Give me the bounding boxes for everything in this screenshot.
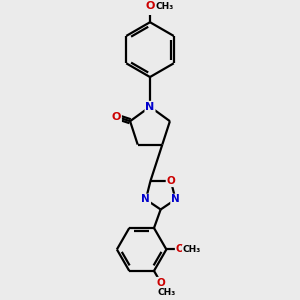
Text: O: O — [145, 1, 155, 11]
Text: O: O — [167, 176, 175, 186]
Text: O: O — [157, 278, 165, 288]
Text: N: N — [171, 194, 180, 205]
Text: CH₃: CH₃ — [182, 245, 201, 254]
Text: CH₃: CH₃ — [158, 288, 176, 297]
Text: CH₃: CH₃ — [156, 2, 174, 11]
Text: O: O — [112, 112, 121, 122]
Text: N: N — [146, 102, 154, 112]
Text: N: N — [142, 194, 150, 205]
Text: O: O — [176, 244, 184, 254]
